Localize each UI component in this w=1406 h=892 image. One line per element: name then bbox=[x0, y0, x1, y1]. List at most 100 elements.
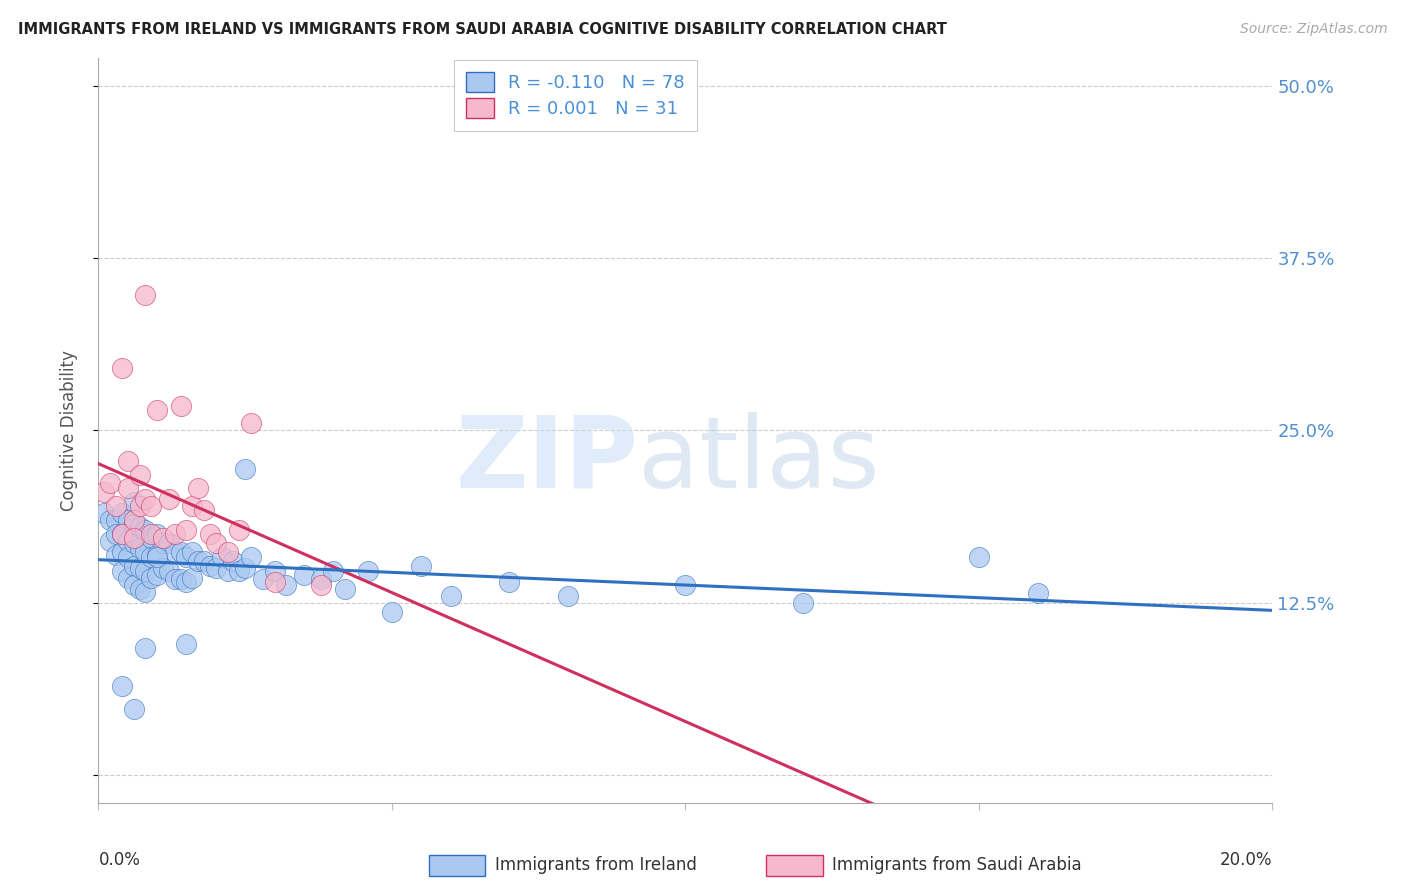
Point bbox=[128, 467, 150, 482]
Point bbox=[181, 571, 204, 585]
Point bbox=[228, 523, 250, 537]
Point bbox=[233, 462, 256, 476]
Point bbox=[381, 606, 404, 620]
Text: Immigrants from Saudi Arabia: Immigrants from Saudi Arabia bbox=[832, 856, 1083, 874]
Point bbox=[211, 550, 233, 565]
Point bbox=[122, 495, 145, 509]
Point bbox=[252, 573, 274, 587]
Point bbox=[134, 492, 156, 507]
Point bbox=[240, 550, 263, 565]
Point bbox=[93, 506, 115, 520]
Text: IMMIGRANTS FROM IRELAND VS IMMIGRANTS FROM SAUDI ARABIA COGNITIVE DISABILITY COR: IMMIGRANTS FROM IRELAND VS IMMIGRANTS FR… bbox=[18, 22, 948, 37]
Point bbox=[193, 554, 215, 568]
Point bbox=[263, 564, 285, 578]
Text: atlas: atlas bbox=[638, 412, 880, 508]
Point bbox=[117, 550, 139, 565]
Point bbox=[105, 500, 128, 514]
Point bbox=[176, 637, 198, 651]
Point bbox=[152, 536, 174, 550]
Point bbox=[134, 523, 156, 537]
Point bbox=[105, 526, 128, 541]
Point bbox=[792, 596, 814, 610]
Point bbox=[198, 526, 221, 541]
Point bbox=[98, 533, 121, 548]
Point bbox=[217, 564, 239, 578]
Point bbox=[105, 548, 128, 562]
Point bbox=[134, 545, 156, 559]
Point bbox=[152, 531, 174, 545]
Point bbox=[111, 564, 134, 578]
Point bbox=[222, 554, 245, 568]
Point bbox=[163, 545, 186, 559]
Text: Immigrants from Ireland: Immigrants from Ireland bbox=[495, 856, 697, 874]
Point bbox=[111, 545, 134, 559]
Point bbox=[122, 513, 145, 527]
Text: 20.0%: 20.0% bbox=[1220, 851, 1272, 869]
Point bbox=[105, 513, 128, 527]
Text: ZIP: ZIP bbox=[456, 412, 638, 508]
Point bbox=[240, 417, 263, 431]
Point bbox=[134, 288, 156, 302]
Point bbox=[311, 578, 333, 592]
Point bbox=[311, 573, 333, 587]
Point bbox=[122, 578, 145, 592]
Point bbox=[117, 533, 139, 548]
Point bbox=[146, 526, 169, 541]
Point bbox=[157, 536, 180, 550]
Point bbox=[157, 492, 180, 507]
Point bbox=[675, 578, 697, 592]
Text: Source: ZipAtlas.com: Source: ZipAtlas.com bbox=[1240, 22, 1388, 37]
Point bbox=[176, 575, 198, 590]
Point bbox=[117, 481, 139, 495]
Point bbox=[169, 573, 191, 587]
Point bbox=[141, 531, 163, 545]
Point bbox=[122, 531, 145, 545]
Point bbox=[198, 558, 221, 573]
Point bbox=[169, 545, 191, 559]
Y-axis label: Cognitive Disability: Cognitive Disability bbox=[59, 350, 77, 511]
Point bbox=[122, 558, 145, 573]
Point bbox=[276, 578, 298, 592]
Point bbox=[128, 520, 150, 534]
Point bbox=[187, 554, 209, 568]
Point bbox=[128, 582, 150, 596]
Point bbox=[111, 361, 134, 376]
Point bbox=[134, 584, 156, 599]
Point bbox=[187, 481, 209, 495]
Point bbox=[117, 571, 139, 585]
Point bbox=[146, 550, 169, 565]
Point bbox=[333, 582, 356, 596]
Point bbox=[163, 526, 186, 541]
Point bbox=[440, 589, 463, 603]
Point bbox=[967, 550, 990, 565]
Point bbox=[152, 561, 174, 575]
Point bbox=[1026, 586, 1049, 600]
Point bbox=[141, 571, 163, 585]
Point bbox=[228, 564, 250, 578]
Point bbox=[181, 500, 204, 514]
Point bbox=[111, 506, 134, 520]
Point bbox=[122, 517, 145, 532]
Point bbox=[111, 526, 134, 541]
Point bbox=[117, 454, 139, 468]
Point bbox=[141, 500, 163, 514]
Point bbox=[93, 485, 115, 500]
Point bbox=[111, 679, 134, 693]
Point bbox=[217, 545, 239, 559]
Point bbox=[128, 561, 150, 575]
Text: 0.0%: 0.0% bbox=[98, 851, 141, 869]
Point bbox=[263, 575, 285, 590]
Point bbox=[141, 526, 163, 541]
Point bbox=[292, 568, 315, 582]
Point bbox=[146, 402, 169, 417]
Point bbox=[122, 536, 145, 550]
Point bbox=[357, 564, 380, 578]
Point bbox=[322, 564, 344, 578]
Point bbox=[134, 641, 156, 656]
Point bbox=[233, 561, 256, 575]
Point bbox=[169, 399, 191, 413]
Point bbox=[146, 568, 169, 582]
Point bbox=[557, 589, 579, 603]
Point bbox=[122, 702, 145, 716]
Point bbox=[117, 513, 139, 527]
